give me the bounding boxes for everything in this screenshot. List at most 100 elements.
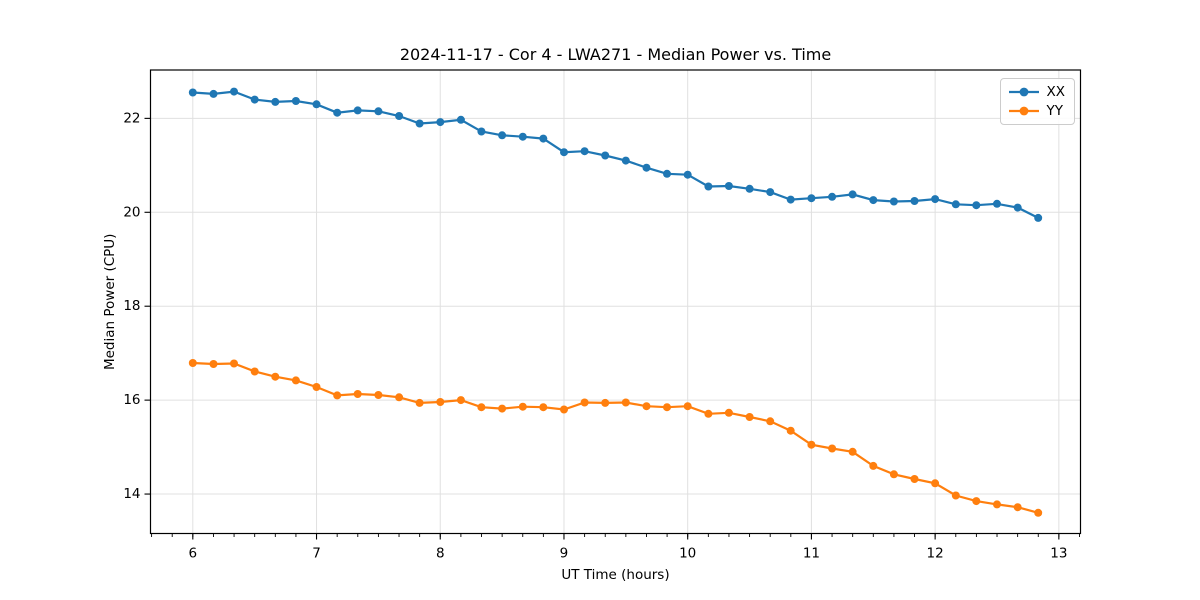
data-point-xx — [993, 199, 1001, 208]
data-point-xx — [931, 195, 940, 204]
x-axis-label: UT Time (hours) — [561, 567, 670, 583]
data-point-yy — [436, 398, 445, 406]
data-point-yy — [230, 359, 238, 368]
legend-label-yy: YY — [1046, 103, 1064, 119]
data-point-yy — [683, 402, 692, 411]
data-point-xx — [291, 97, 300, 105]
data-point-yy — [910, 475, 919, 483]
data-point-xx — [353, 106, 362, 115]
data-point-yy — [601, 398, 610, 407]
data-point-xx — [786, 195, 795, 204]
data-point-yy — [889, 470, 898, 479]
data-point-xx — [848, 190, 857, 199]
data-point-yy — [972, 497, 981, 506]
data-point-yy — [786, 426, 795, 435]
x-tick-label: 8 — [436, 546, 445, 562]
data-point-yy — [807, 440, 816, 449]
data-point-yy — [931, 479, 940, 488]
legend-swatch-yy — [1008, 106, 1039, 116]
x-tick-label: 10 — [679, 546, 696, 562]
data-point-yy — [745, 413, 754, 421]
x-tick-label: 9 — [560, 546, 569, 562]
data-point-yy — [1013, 503, 1022, 512]
data-point-yy — [539, 403, 548, 412]
axes-frame — [149, 69, 1082, 535]
data-point-yy — [663, 403, 671, 412]
data-point-xx — [580, 147, 589, 156]
data-point-xx — [477, 127, 486, 136]
data-point-yy — [477, 403, 486, 412]
data-point-yy — [621, 398, 630, 407]
data-point-yy — [250, 367, 259, 376]
data-point-xx — [951, 200, 960, 209]
data-point-yy — [642, 402, 651, 411]
data-point-xx — [1034, 213, 1043, 222]
data-point-xx — [621, 156, 630, 165]
data-point-yy — [848, 447, 857, 456]
legend-item-xx: XX — [1008, 83, 1065, 101]
data-point-yy — [291, 376, 300, 385]
data-point-yy — [993, 500, 1001, 509]
data-point-yy — [1034, 508, 1043, 517]
x-tick-label: 6 — [189, 546, 198, 562]
data-point-xx — [518, 132, 527, 141]
data-point-xx — [188, 88, 197, 97]
y-axis-label: Median Power (CPU) — [102, 234, 118, 370]
data-point-yy — [580, 398, 589, 407]
data-point-yy — [560, 405, 568, 414]
y-tick-label: 16 — [123, 392, 140, 408]
chart-title: 2024-11-17 - Cor 4 - LWA271 - Median Pow… — [399, 45, 832, 64]
data-point-xx — [807, 194, 816, 203]
data-point-xx — [910, 197, 919, 205]
data-point-xx — [230, 87, 238, 96]
data-point-yy — [415, 398, 424, 407]
x-tick-label: 12 — [927, 546, 944, 562]
data-point-yy — [271, 372, 280, 381]
data-point-yy — [951, 491, 960, 500]
data-point-xx — [374, 107, 383, 116]
data-point-xx — [972, 201, 981, 210]
data-point-xx — [456, 115, 465, 124]
y-tick-label: 14 — [123, 486, 140, 502]
data-point-xx — [683, 170, 692, 179]
data-point-yy — [333, 391, 342, 400]
data-point-yy — [374, 391, 383, 399]
data-point-yy — [498, 404, 507, 413]
data-point-yy — [188, 359, 197, 367]
legend: XX YY — [999, 78, 1075, 125]
data-point-xx — [539, 134, 548, 143]
y-tick-label: 18 — [123, 298, 140, 314]
data-point-xx — [498, 131, 507, 140]
data-point-xx — [869, 196, 878, 205]
data-point-yy — [724, 408, 733, 417]
legend-swatch-xx — [1008, 87, 1039, 97]
data-point-xx — [745, 184, 754, 193]
data-point-xx — [642, 163, 651, 172]
data-point-xx — [766, 188, 775, 197]
data-point-xx — [663, 169, 671, 178]
data-point-yy — [766, 417, 775, 426]
data-point-xx — [436, 118, 445, 127]
data-point-xx — [704, 182, 713, 191]
data-point-yy — [353, 390, 362, 398]
data-point-xx — [889, 197, 898, 206]
data-point-xx — [395, 112, 404, 120]
data-point-xx — [828, 192, 837, 201]
data-point-xx — [312, 100, 321, 109]
data-point-yy — [456, 396, 465, 405]
data-point-xx — [415, 119, 424, 128]
x-tick-label: 13 — [1050, 546, 1067, 562]
data-point-xx — [271, 97, 280, 106]
data-point-yy — [312, 383, 321, 391]
data-point-yy — [518, 402, 527, 411]
y-tick-label: 22 — [123, 110, 140, 126]
x-tick-label: 7 — [312, 546, 321, 562]
data-point-yy — [704, 409, 713, 418]
data-point-xx — [560, 148, 568, 157]
data-point-yy — [869, 461, 878, 470]
data-point-yy — [828, 444, 837, 453]
data-point-xx — [601, 151, 610, 160]
data-point-xx — [724, 182, 733, 190]
data-point-xx — [209, 89, 218, 98]
